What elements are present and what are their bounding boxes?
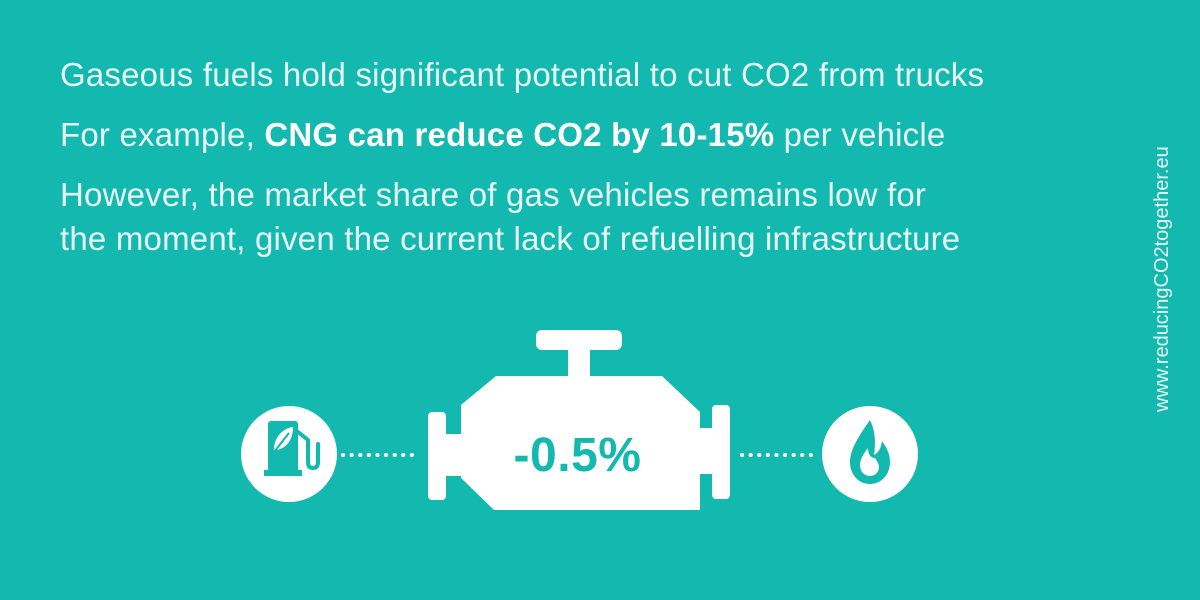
cng-reduction-highlight: CNG can reduce CO2 by 10-15% <box>264 116 775 153</box>
gas-flame-icon <box>822 406 918 502</box>
website-url: www.reducingCO2together.eu <box>1151 146 1173 412</box>
headline-line-4: the moment, given the current lack of re… <box>60 220 961 257</box>
green-fuel-pump-icon <box>241 406 337 502</box>
headline-line-2-suffix: per vehicle <box>774 116 946 153</box>
engine-icon <box>428 330 730 510</box>
engine-reduction-value: -0.5% <box>513 429 642 482</box>
headline-line-2: For example, CNG can reduce CO2 by 10-15… <box>60 116 945 154</box>
headline-line-3: However, the market share of gas vehicle… <box>60 176 927 213</box>
headline-line-1: Gaseous fuels hold significant potential… <box>60 56 985 93</box>
headline-line-2-prefix: For example, <box>60 116 265 153</box>
